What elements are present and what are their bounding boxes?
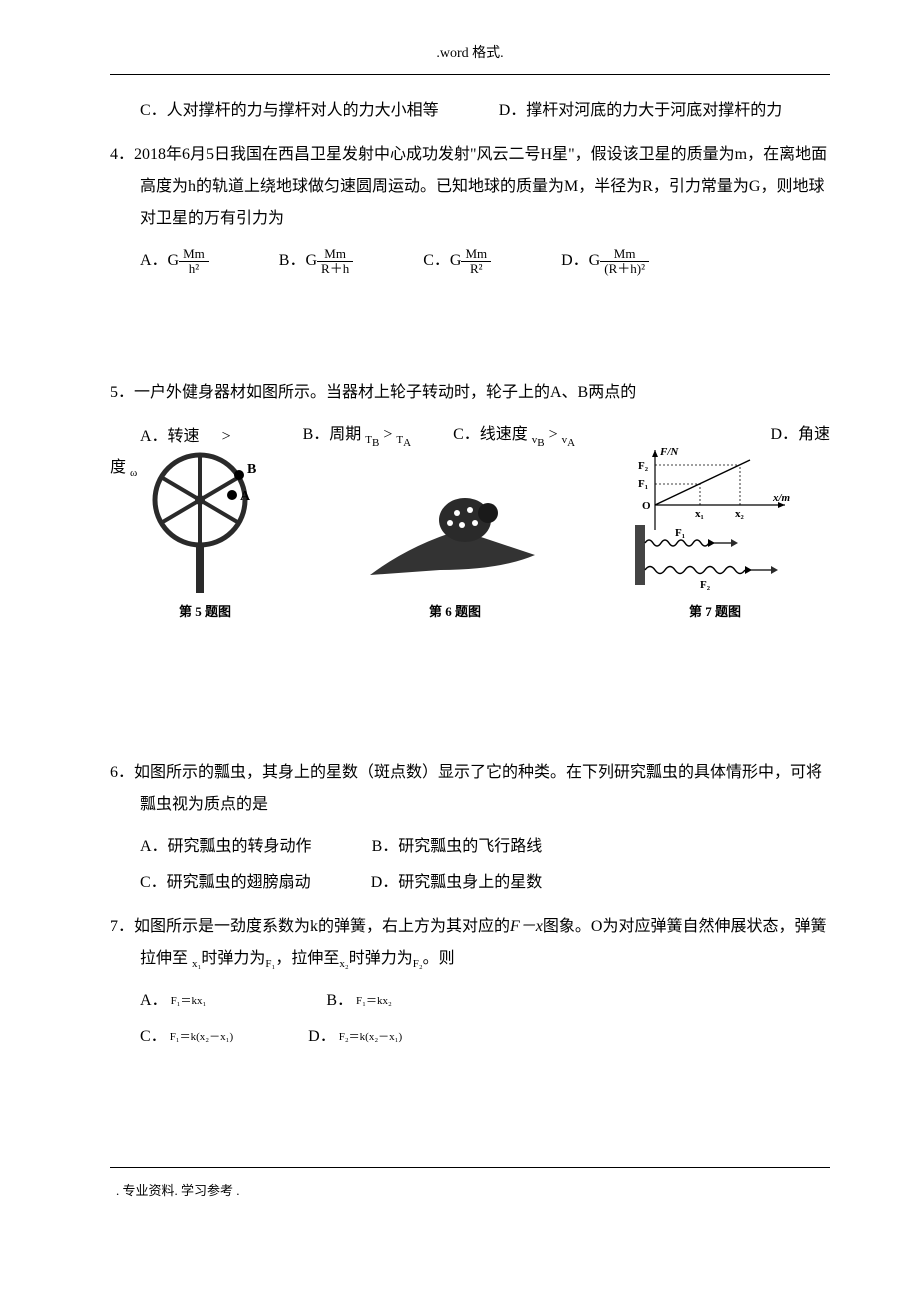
svg-text:F₁: F₁ [638, 478, 648, 490]
q4-options: A．GMmh² B．GMmR＋h C．GMmR² D．GMm(R＋h)² [110, 245, 830, 277]
q6-stem: 6．如图所示的瓢虫，其身上的星数（斑点数）显示了它的种类。在下列研究瓢虫的具体情… [140, 757, 830, 821]
svg-text:x₂: x₂ [735, 508, 745, 520]
q3-opt-c: C．人对撑杆的力与撑杆对人的力大小相等 [140, 95, 439, 127]
q6-opt-a: A．研究瓢虫的转身动作 [140, 831, 312, 863]
figure-strip: A B 第 5 题图 第 6 题图 x/m F/N [110, 445, 830, 625]
q7-opt-a: A．F₁＝kx₁ [140, 985, 206, 1017]
q5-opt-d-tail: 度 [110, 459, 126, 476]
label-b: B [247, 462, 256, 477]
q4-opt-d: D．GMm(R＋h)² [561, 245, 649, 277]
fx-graph-svg: x/m F/N F₂ F₁ O x₁ x₂ F₁ F₂ [630, 445, 800, 595]
svg-text:O: O [642, 500, 651, 512]
label-a: A [240, 489, 251, 504]
page-header: .word 格式. [110, 40, 830, 75]
q4-opt-b: B．GMmR＋h [279, 245, 353, 277]
fig5-wheel: A B 第 5 题图 [140, 445, 270, 625]
q5-omega: ω [130, 468, 137, 480]
q5-opt-c: C．线速度 vB > vA [453, 419, 575, 454]
q7-stem: 7．如图所示是一劲度系数为k的弹簧，右上方为其对应的F－x图象。O为对应弹簧自然… [140, 911, 830, 975]
svg-text:x/m: x/m [772, 492, 791, 504]
q7-opt-d: D．F₂＝k(x₂－x₁) [308, 1021, 402, 1053]
fig7-graph: x/m F/N F₂ F₁ O x₁ x₂ F₁ F₂ [630, 445, 800, 625]
q5-stem: 5．一户外健身器材如图所示。当器材上轮子转动时，轮子上的A、B两点的 [140, 377, 830, 409]
fig7-caption: 第 7 题图 [630, 599, 800, 625]
svg-text:F/N: F/N [659, 446, 679, 458]
q5-opt-b: B．周期 TB > TA [303, 419, 411, 454]
svg-text:F₂: F₂ [700, 579, 711, 591]
svg-text:F₂: F₂ [638, 460, 649, 472]
q3-options: C．人对撑杆的力与撑杆对人的力大小相等 D．撑杆对河底的力大于河底对撑杆的力 [110, 95, 830, 127]
q6-opt-d: D．研究瓢虫身上的星数 [371, 867, 543, 899]
q4-opt-c: C．GMmR² [423, 245, 491, 277]
q7-options-row1: A．F₁＝kx₁ B．F₁＝kx₂ [110, 985, 830, 1017]
fig5-caption: 第 5 题图 [140, 599, 270, 625]
q7-options-row2: C．F₁＝k(x₂－x₁) D．F₂＝k(x₂－x₁) [110, 1021, 830, 1053]
q6-opt-b: B．研究瓢虫的飞行路线 [372, 831, 543, 863]
q6-options-row2: C．研究瓢虫的翅膀扇动 D．研究瓢虫身上的星数 [110, 867, 830, 899]
page-footer: . 专业资料. 学习参考 . [110, 1167, 830, 1204]
q4-opt-a: A．GMmh² [140, 245, 209, 277]
q7-opt-c: C．F₁＝k(x₂－x₁) [140, 1021, 233, 1053]
ladybug-svg [370, 475, 540, 595]
q6-opt-c: C．研究瓢虫的翅膀扇动 [140, 867, 311, 899]
svg-text:F₁: F₁ [675, 527, 685, 539]
wheel-svg: A B [140, 445, 270, 595]
q6-options-row1: A．研究瓢虫的转身动作 B．研究瓢虫的飞行路线 [110, 831, 830, 863]
q3-opt-d: D．撑杆对河底的力大于河底对撑杆的力 [499, 95, 783, 127]
fig6-caption: 第 6 题图 [370, 599, 540, 625]
q7-opt-b: B．F₁＝kx₂ [326, 985, 391, 1017]
svg-text:x₁: x₁ [695, 508, 704, 520]
q4-stem: 4．2018年6月5日我国在西昌卫星发射中心成功发射"风云二号H星"，假设该卫星… [110, 139, 830, 235]
fig6-ladybug: 第 6 题图 [370, 475, 540, 625]
